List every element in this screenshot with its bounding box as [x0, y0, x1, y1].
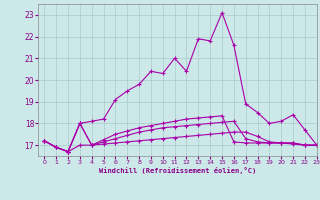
X-axis label: Windchill (Refroidissement éolien,°C): Windchill (Refroidissement éolien,°C)	[99, 167, 256, 174]
